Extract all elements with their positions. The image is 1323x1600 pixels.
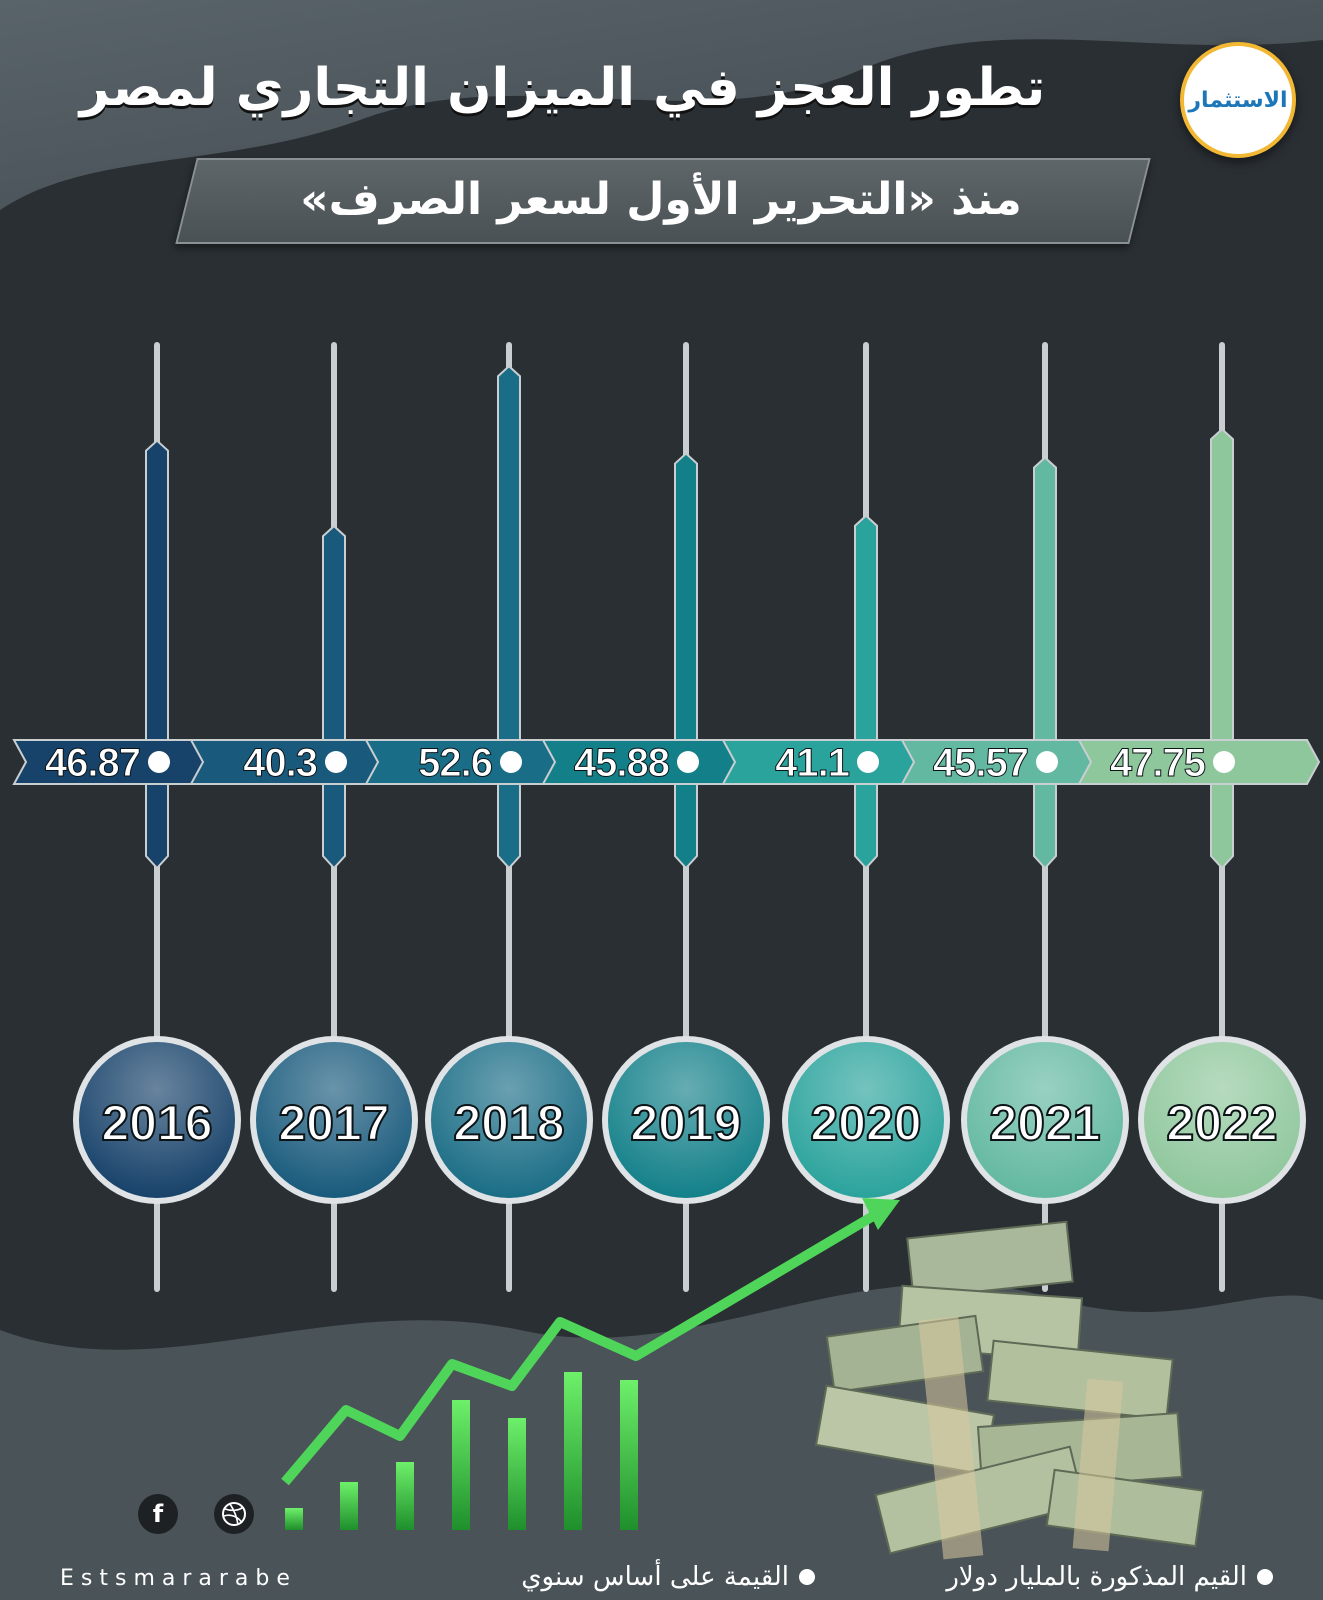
year-circle-sheen bbox=[788, 1042, 944, 1198]
value-dot-icon bbox=[325, 751, 347, 773]
value-dot-icon bbox=[677, 751, 699, 773]
year-circle-sheen bbox=[79, 1042, 235, 1198]
column-group-2019: 45.88 2019 bbox=[541, 342, 785, 1292]
year-label-2016: 2016 bbox=[101, 1095, 212, 1151]
value-label-2021: 45.57 bbox=[933, 741, 1028, 785]
value-bar-2018 bbox=[497, 364, 521, 870]
year-circle-sheen bbox=[608, 1042, 764, 1198]
value-dot-icon bbox=[1213, 751, 1235, 773]
value-label-2018: 52.6 bbox=[418, 741, 492, 785]
value-dot-icon bbox=[857, 751, 879, 773]
column-group-2016: 46.87 2016 bbox=[12, 342, 256, 1292]
facebook-icon-glyph: f bbox=[152, 1500, 164, 1528]
column-group-2020: 41.1 2020 bbox=[721, 342, 965, 1292]
column-group-2018: 52.6 2018 bbox=[364, 342, 608, 1292]
money-stack-illustration bbox=[814, 1220, 1205, 1560]
value-dot-icon bbox=[1036, 751, 1058, 773]
value-band-2022 bbox=[1077, 739, 1321, 785]
value-bar-2021 bbox=[1033, 456, 1057, 870]
legend-item-annual: القيمة على أساس سنوي bbox=[521, 1562, 815, 1592]
value-bar-2017 bbox=[322, 524, 346, 870]
year-label-2021: 2021 bbox=[989, 1095, 1100, 1151]
year-label-2018: 2018 bbox=[453, 1095, 564, 1151]
value-bar-2016 bbox=[145, 439, 169, 870]
column-group-2021: 45.57 2021 bbox=[900, 342, 1144, 1292]
legend-dot-icon bbox=[1257, 1569, 1273, 1585]
year-circle-sheen bbox=[967, 1042, 1123, 1198]
legend-label-annual: القيمة على أساس سنوي bbox=[521, 1562, 789, 1592]
social-handle: Estsmararabe bbox=[60, 1566, 297, 1591]
value-dot-icon bbox=[148, 751, 170, 773]
value-bar-2022 bbox=[1210, 427, 1234, 870]
brand-logo-text: الاستثمار bbox=[1188, 87, 1288, 113]
year-label-2020: 2020 bbox=[810, 1095, 921, 1151]
year-circle-sheen bbox=[431, 1042, 587, 1198]
year-circle-sheen bbox=[256, 1042, 412, 1198]
value-label-2017: 40.3 bbox=[243, 741, 317, 785]
year-circle-sheen bbox=[1144, 1042, 1300, 1198]
year-label-2019: 2019 bbox=[630, 1095, 741, 1151]
value-label-2019: 45.88 bbox=[574, 741, 670, 785]
year-label-2017: 2017 bbox=[278, 1095, 389, 1151]
legend-label-units: القيم المذكورة بالمليار دولار bbox=[946, 1562, 1247, 1592]
background-wave-top bbox=[0, 0, 1323, 210]
chart-title: تطور العجز في الميزان التجاري لمصر bbox=[79, 58, 1046, 118]
brand-logo[interactable]: الاستثمار bbox=[1180, 42, 1296, 158]
value-label-2020: 41.1 bbox=[775, 741, 850, 785]
column-group-2022: 47.75 2022 bbox=[1077, 342, 1321, 1292]
column-group-2017: 40.3 2017 bbox=[189, 342, 433, 1292]
dribbble-icon[interactable] bbox=[214, 1494, 254, 1534]
value-label-2022: 47.75 bbox=[1110, 741, 1206, 785]
dribbble-icon-glyph bbox=[222, 1502, 246, 1526]
legend-item-units: القيم المذكورة بالمليار دولار bbox=[946, 1562, 1273, 1592]
value-bar-2020 bbox=[854, 514, 878, 870]
value-bar-2019 bbox=[674, 452, 698, 870]
value-label-2016: 46.87 bbox=[45, 741, 140, 785]
facebook-icon[interactable]: f bbox=[138, 1494, 178, 1534]
year-label-2022: 2022 bbox=[1166, 1095, 1277, 1151]
value-dot-icon bbox=[500, 751, 522, 773]
chart-subtitle: منذ «التحرير الأول لسعر الصرف» bbox=[300, 174, 1022, 225]
legend-dot-icon bbox=[799, 1569, 815, 1585]
growth-arrow-decoration bbox=[281, 1198, 900, 1530]
